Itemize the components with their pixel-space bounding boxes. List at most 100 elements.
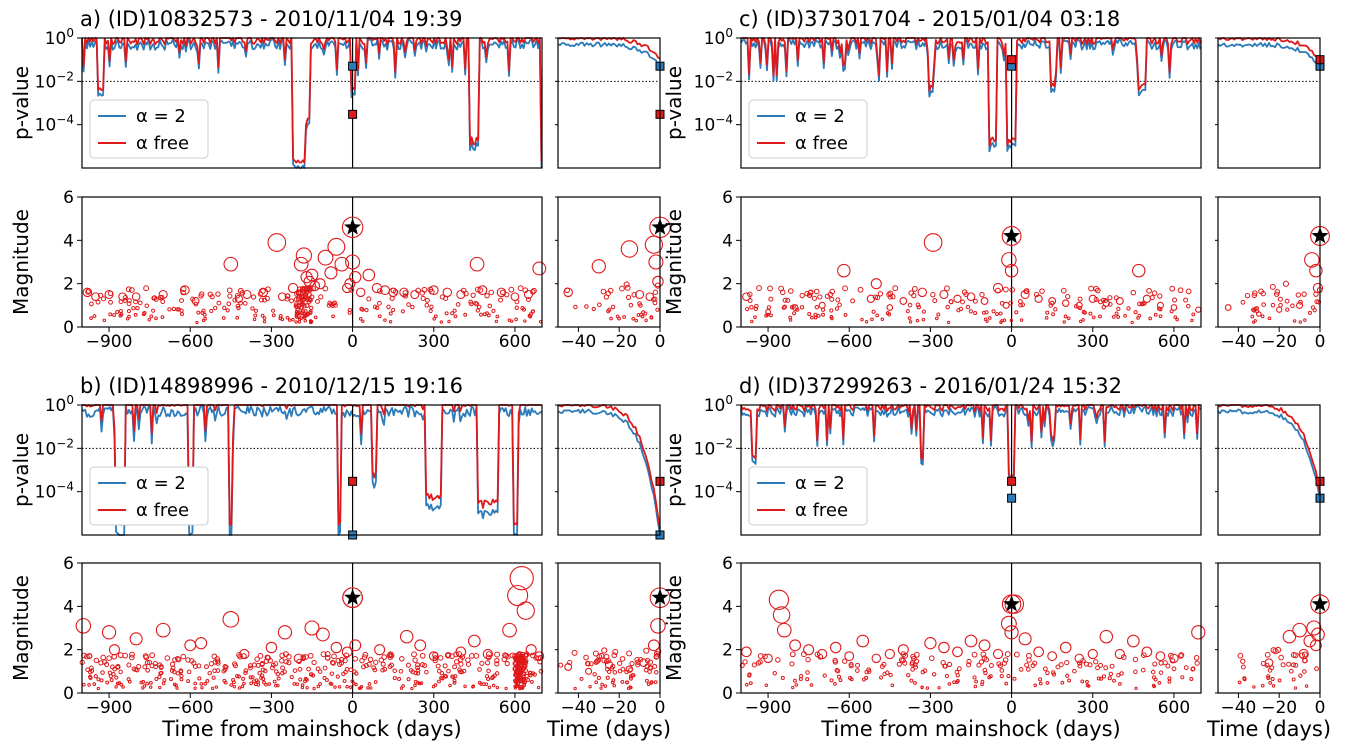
event-marker [1077,663,1083,669]
event-marker [428,308,433,314]
event-marker [448,683,452,688]
event-marker [457,667,462,673]
event-marker [995,312,999,317]
event-marker [322,675,327,680]
event-marker [348,685,353,689]
event-marker [194,637,208,650]
event-marker [203,316,207,321]
inset-event-marker [1277,296,1283,302]
x-tick-label: −900 [86,332,133,352]
inset-event-marker [643,647,650,654]
event-marker [433,314,438,319]
event-marker [1002,301,1010,309]
mainshock-circle [1001,226,1022,246]
event-marker [445,652,451,659]
magnitude-tick-label: 0 [722,684,733,704]
event-marker [866,669,872,674]
event-marker [304,620,320,636]
inset-event-marker [648,254,664,270]
event-marker [1142,294,1152,303]
event-marker [1067,678,1072,683]
event-marker [413,683,417,688]
event-marker [278,316,283,321]
event-marker [308,320,313,325]
event-marker [750,319,754,324]
inset-event-marker [643,311,648,316]
event-marker [521,677,526,682]
event-marker [117,652,124,659]
event-marker [804,290,810,297]
event-marker [504,661,510,667]
x-tick-label: 300 [418,698,450,718]
event-marker [494,671,500,676]
magnitude-inset-axes [1217,196,1321,328]
magnitude-tick-label: 0 [63,684,74,704]
event-marker [175,686,179,690]
event-marker [1001,660,1007,666]
event-marker [983,670,988,676]
event-marker [145,681,150,686]
event-marker [442,663,448,669]
inset-event-marker [579,676,584,681]
event-marker [491,683,496,688]
event-marker [207,670,212,676]
inset-x-tick-label: −40 [1220,698,1256,718]
event-marker [142,653,149,659]
event-marker [782,297,788,303]
inset-event-marker [588,684,592,689]
magnitude-axes [740,196,1202,328]
event-marker [469,256,485,272]
event-marker [744,306,750,312]
event-marker [921,317,926,322]
event-marker [242,681,246,686]
event-marker [998,311,1003,316]
event-marker [111,672,116,677]
event-marker [366,686,370,690]
event-marker [362,268,376,282]
event-marker [305,686,309,690]
event-marker [835,668,841,674]
event-marker [1026,652,1032,659]
inset-event-marker [644,318,648,323]
event-marker [195,320,199,325]
event-marker [1060,287,1067,294]
event-marker [139,680,144,685]
event-marker [988,674,993,679]
event-marker [264,682,268,687]
inset-event-marker [625,680,629,685]
event-marker [465,657,471,663]
event-marker [799,292,805,299]
event-marker [347,307,352,313]
event-marker [514,683,519,688]
event-marker [328,302,334,307]
magnitude-tick-label: 2 [63,275,74,295]
event-marker [879,675,884,680]
event-marker [179,312,184,317]
event-marker [235,315,240,320]
event-marker [887,290,894,296]
event-marker [324,655,331,661]
event-marker [793,678,797,683]
event-marker [291,317,295,322]
event-marker [1002,286,1009,293]
event-marker [297,666,303,672]
inset-event-marker [650,618,666,634]
xlabel-main: Time from mainshock (days) [161,717,462,741]
event-marker [787,288,794,294]
event-marker [238,300,243,306]
event-marker [191,297,200,305]
final-marker-alpha-free [348,109,358,119]
event-marker [337,685,342,689]
event-marker [317,249,334,266]
event-marker [866,294,876,303]
event-marker [1062,320,1066,324]
x-tick-label: −300 [248,332,295,352]
event-marker [369,686,373,690]
event-marker [232,684,237,689]
inset-event-marker [571,649,578,656]
event-marker [256,680,260,684]
event-marker [1083,661,1090,667]
event-marker [532,261,547,276]
inset-event-marker [634,657,640,663]
event-marker [422,663,428,669]
